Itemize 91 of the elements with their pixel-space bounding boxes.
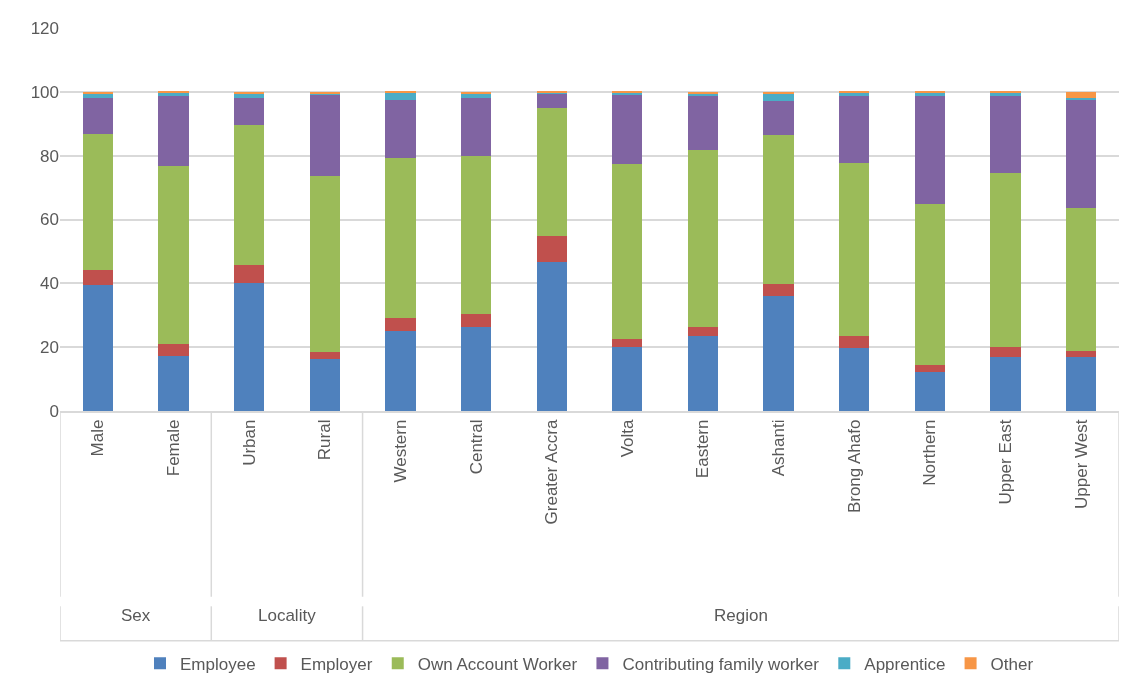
x-tick-label: Northern — [920, 419, 940, 486]
bar — [158, 355, 189, 411]
bar — [233, 97, 265, 126]
bar — [460, 97, 492, 156]
text: Locality — [258, 606, 317, 625]
bar — [385, 330, 416, 411]
bar — [1066, 91, 1097, 98]
bar — [82, 98, 113, 135]
bar — [309, 359, 340, 411]
legend-label: Other — [990, 654, 1034, 674]
x-tick-label: Central — [466, 419, 486, 475]
bar — [763, 135, 794, 284]
bar — [990, 95, 1021, 174]
bar — [309, 351, 340, 360]
bar — [460, 327, 492, 411]
x-tick-label: Brong Ahafo — [844, 419, 864, 514]
bar — [385, 318, 416, 331]
bar — [536, 261, 567, 411]
bar — [763, 295, 794, 411]
x-tick-label: Western — [390, 419, 410, 483]
bar — [158, 343, 189, 356]
bar — [839, 95, 870, 164]
bar — [1066, 207, 1097, 351]
bar — [612, 94, 643, 165]
bar — [233, 283, 265, 411]
bar — [385, 100, 416, 158]
bar — [82, 269, 113, 285]
x-tick-label: Upper West — [1071, 419, 1091, 509]
legend-label: Apprentice — [864, 654, 946, 674]
bar — [309, 176, 340, 352]
bar — [1066, 350, 1097, 358]
text: Sex — [121, 606, 151, 625]
bar — [385, 92, 416, 101]
bar — [914, 372, 946, 411]
bar — [460, 155, 492, 315]
y-tick-label: 120 — [30, 18, 59, 38]
x-tick-label: Rural — [315, 419, 335, 461]
bar — [309, 95, 340, 177]
x-tick-label: Female — [163, 419, 183, 477]
y-tick-label: 60 — [40, 210, 59, 230]
bar — [839, 348, 870, 411]
bar — [990, 357, 1021, 411]
bar — [612, 164, 643, 339]
bar — [612, 347, 643, 411]
bar — [990, 173, 1021, 348]
legend-label: Employer — [300, 654, 373, 674]
y-tick-label: 20 — [40, 338, 59, 358]
bar — [612, 338, 643, 348]
bar — [536, 235, 567, 262]
legend-label: Contributing family worker — [622, 654, 820, 674]
bar — [158, 95, 189, 166]
bar — [687, 95, 719, 150]
legend-label: Employee — [180, 654, 256, 674]
bar — [82, 134, 113, 270]
bar — [233, 264, 265, 284]
bar — [763, 283, 794, 296]
x-tick-label: Urban — [239, 419, 259, 466]
bar — [1066, 357, 1097, 411]
x-tick-label: Ashanti — [769, 419, 789, 477]
x-tick-label: Eastern — [693, 419, 713, 479]
bar — [990, 347, 1021, 358]
bar — [385, 157, 416, 319]
bar — [536, 93, 567, 109]
bar — [839, 163, 870, 337]
bar — [1066, 99, 1097, 208]
bar — [82, 284, 113, 411]
bar — [460, 314, 492, 328]
bar — [687, 327, 719, 337]
x-tick-label: Male — [88, 419, 108, 457]
bar — [460, 91, 492, 94]
y-tick-label: 100 — [30, 82, 59, 102]
bar — [687, 336, 719, 411]
bar — [914, 364, 946, 373]
y-tick-label: 0 — [49, 401, 59, 421]
bar — [536, 108, 567, 236]
text: Region — [714, 606, 768, 625]
bar — [763, 100, 794, 136]
bar — [914, 203, 946, 365]
bar — [82, 91, 113, 94]
x-tick-label: Volta — [617, 419, 637, 458]
bar — [158, 165, 189, 344]
y-tick-label: 40 — [40, 274, 59, 294]
x-tick-label: Greater Accra — [542, 419, 562, 525]
bar — [687, 149, 719, 328]
x-tick-label: Upper East — [996, 419, 1016, 505]
bar — [233, 91, 265, 94]
bar — [839, 336, 870, 349]
bar — [914, 95, 946, 204]
bar — [233, 125, 265, 265]
y-tick-label: 80 — [40, 146, 59, 166]
legend-label: Own Account Worker — [417, 654, 578, 674]
